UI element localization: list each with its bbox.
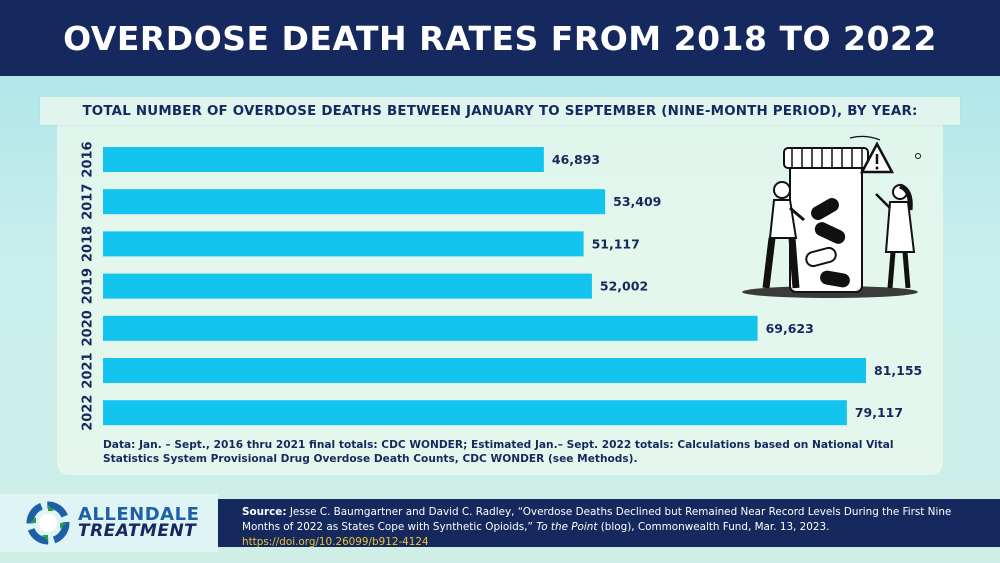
bar-2020 — [103, 315, 758, 341]
source-text-2: (blog), Commonwealth Fund, Mar. 13, 2023… — [600, 521, 830, 533]
page-title: OVERDOSE DEATH RATES FROM 2018 TO 2022 — [63, 18, 937, 58]
logo-line1: ALLENDALE — [78, 504, 200, 525]
bar-2019 — [103, 273, 592, 299]
source-label: Source: — [242, 506, 287, 518]
value-label-2018: 51,117 — [592, 236, 640, 251]
year-label-2022: 2022 — [81, 395, 96, 431]
value-label-2021: 81,155 — [874, 363, 922, 378]
bar-2021 — [103, 358, 866, 383]
source-citation: Source: Jesse C. Baumgartner and David C… — [218, 499, 1000, 548]
value-label-2020: 69,623 — [766, 321, 814, 336]
chart-title: TOTAL NUMBER OF OVERDOSE DEATHS BETWEEN … — [82, 103, 918, 119]
bar-2022 — [103, 400, 847, 426]
value-label-2017: 53,409 — [613, 194, 661, 209]
chart-subtitle-band: TOTAL NUMBER OF OVERDOSE DEATHS BETWEEN … — [40, 97, 960, 125]
doi-link[interactable]: https://doi.org/10.26099/b912-4124 — [242, 536, 429, 548]
data-note: Data: Jan. – Sept., 2016 thru 2021 final… — [103, 439, 894, 465]
year-label-2017: 2017 — [81, 184, 96, 220]
value-label-2022: 79,117 — [855, 405, 903, 420]
value-label-2019: 52,002 — [600, 279, 648, 294]
source-text-1: Jesse C. Baumgartner and David C. Radley… — [242, 506, 952, 533]
value-label-2016: 46,893 — [552, 152, 600, 167]
source-italic: To the Point — [536, 521, 598, 533]
year-label-2019: 2019 — [81, 268, 96, 304]
bar-2017 — [103, 189, 606, 215]
logo-block[interactable]: ALLENDALE TREATMENT — [0, 494, 218, 552]
bar-2018 — [103, 231, 584, 257]
year-label-2020: 2020 — [81, 310, 96, 346]
year-label-2016: 2016 — [81, 141, 96, 177]
pill-bottle-warning-illustration — [742, 135, 921, 298]
year-label-2021: 2021 — [81, 352, 96, 388]
year-label-2018: 2018 — [81, 226, 96, 262]
logo-line2: TREATMENT — [78, 521, 197, 541]
allendale-logo-icon — [26, 501, 70, 545]
bar-2016 — [103, 147, 544, 172]
title-bar: OVERDOSE DEATH RATES FROM 2018 TO 2022 — [0, 0, 1000, 76]
